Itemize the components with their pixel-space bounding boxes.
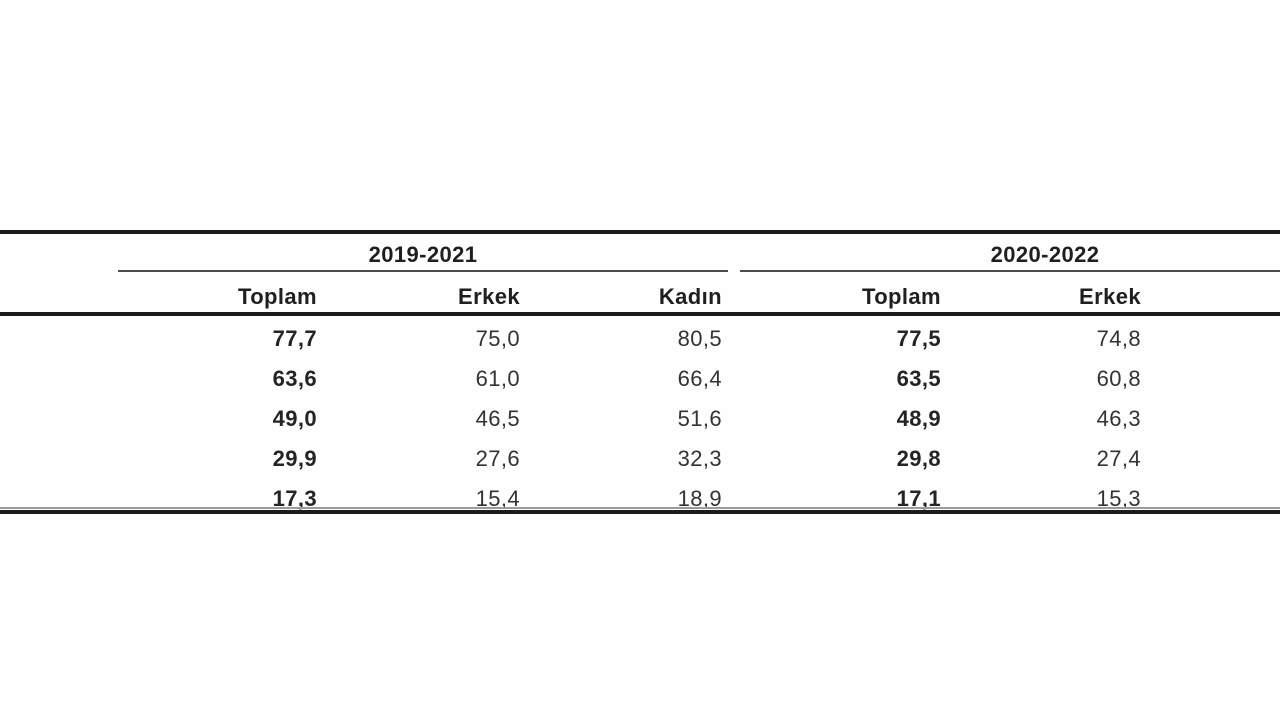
table-cell: 15,3: [1096, 486, 1141, 511]
column-header-kadin-1: Kadın: [658, 284, 722, 309]
table-cell: 46,3: [1096, 406, 1141, 431]
table-cell: 49,0: [272, 406, 317, 431]
table-cell: 17,3: [272, 486, 317, 511]
table-cell: 63,5: [896, 366, 941, 391]
group-underline-2020-2022: [740, 270, 1280, 272]
table-cell: 29,9: [272, 446, 317, 471]
table-cell: 77,5: [896, 326, 941, 351]
table-row: 17,3 15,4 18,9 17,1 15,3: [0, 479, 1280, 519]
column-header-toplam-2: Toplam: [862, 284, 941, 309]
table-cell: 80,5: [677, 326, 722, 351]
column-header-erkek-1: Erkek: [458, 284, 520, 309]
table-cell: 48,9: [896, 406, 941, 431]
table-top-border: [0, 230, 1280, 234]
column-header-toplam-1: Toplam: [238, 284, 317, 309]
table-cell: 75,0: [475, 326, 520, 351]
table-row: 63,6 61,0 66,4 63,5 60,8: [0, 359, 1280, 399]
table-cell: 63,6: [272, 366, 317, 391]
table-cell: 66,4: [677, 366, 722, 391]
table-cell: 74,8: [1096, 326, 1141, 351]
table-row: 77,7 75,0 80,5 77,5 74,8: [0, 319, 1280, 359]
table-subheader-row: Toplam Erkek Kadın Toplam Erkek: [0, 286, 1280, 310]
column-header-erkek-2: Erkek: [1079, 284, 1141, 309]
table-row: 49,0 46,5 51,6 48,9 46,3: [0, 399, 1280, 439]
table-bottom-border-halo: [0, 507, 1280, 509]
table-cell: 32,3: [677, 446, 722, 471]
table-cell: 46,5: [475, 406, 520, 431]
table-cell: 15,4: [475, 486, 520, 511]
column-group-label-2019-2021: 2019-2021: [368, 242, 478, 267]
header-bottom-border: [0, 312, 1280, 316]
table-bottom-border: [0, 510, 1280, 514]
table-cell: 27,6: [475, 446, 520, 471]
table-cell: 29,8: [896, 446, 941, 471]
table-cell: 61,0: [475, 366, 520, 391]
group-underline-2019-2021: [118, 270, 728, 272]
table-cell: 51,6: [677, 406, 722, 431]
table-cell: 17,1: [896, 486, 941, 511]
table-row: 29,9 27,6 32,3 29,8 27,4: [0, 439, 1280, 479]
table-cell: 27,4: [1096, 446, 1141, 471]
table-cell: 18,9: [677, 486, 722, 511]
table-cell: 77,7: [272, 326, 317, 351]
column-group-label-2020-2022: 2020-2022: [990, 242, 1100, 267]
table-cell: 60,8: [1096, 366, 1141, 391]
